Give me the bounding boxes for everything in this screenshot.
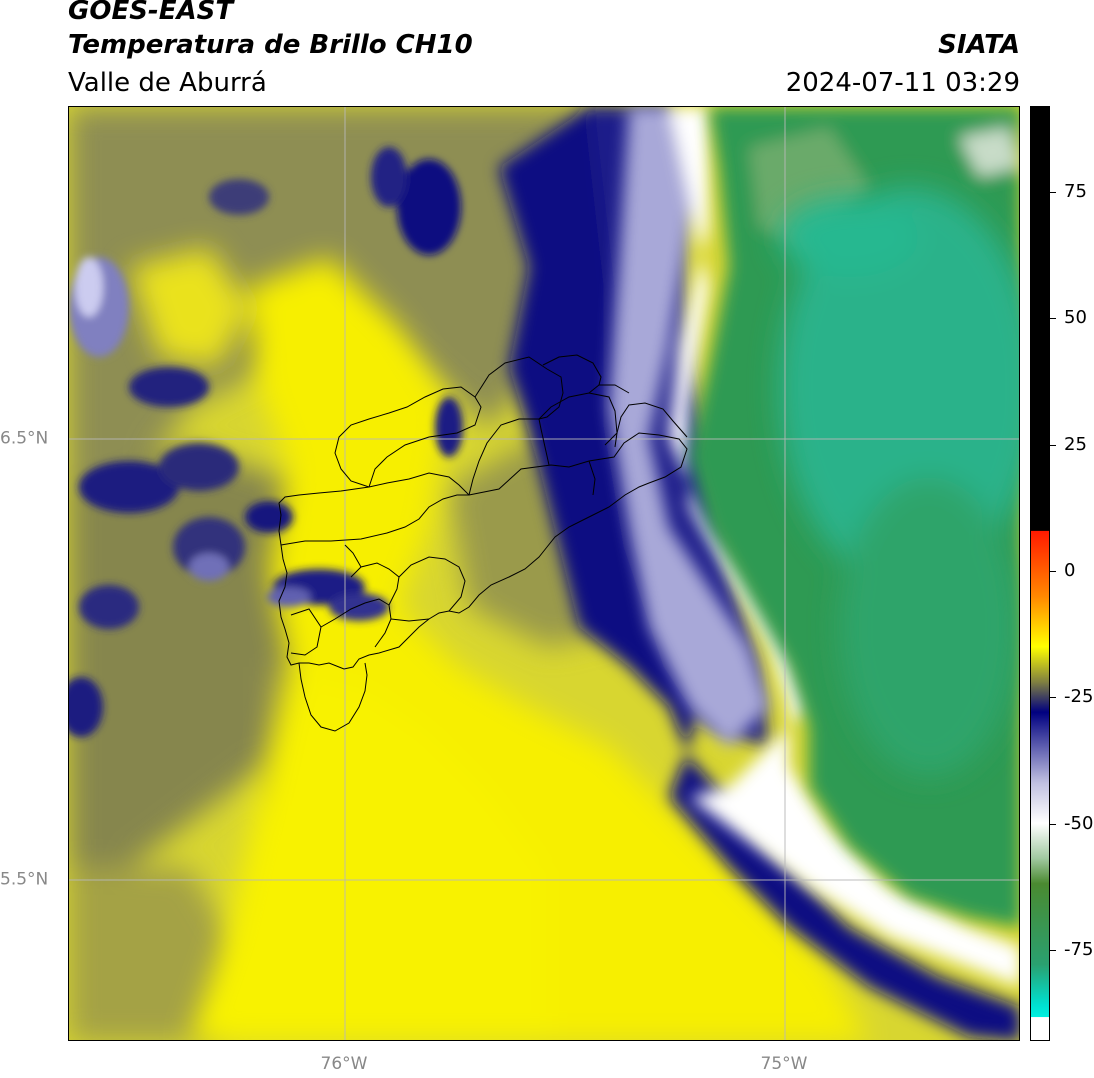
colorbar-tick-mark xyxy=(1050,570,1056,572)
lon-label-75w: 75°W xyxy=(760,1054,808,1074)
teal-coldest-core xyxy=(779,187,1019,777)
white-front-band xyxy=(609,107,1019,987)
region-label: Valle de Aburrá xyxy=(68,68,267,98)
datetime-label: 2024-07-11 03:29 xyxy=(785,68,1020,98)
yellow-warm-regions xyxy=(129,247,868,1040)
navy-cold-patches xyxy=(69,147,463,737)
colorbar-tick-label: 0 xyxy=(1064,559,1076,581)
colorbar-tick-mark xyxy=(1050,950,1056,952)
satellite-map[interactable] xyxy=(68,106,1020,1041)
colorbar-tick-label: 50 xyxy=(1064,307,1087,329)
lon-label-76w: 76°W xyxy=(320,1054,368,1074)
lat-label-6-5: 6.5°N xyxy=(0,428,49,449)
colorbar-tick-label: 75 xyxy=(1064,180,1087,202)
colorbar-tick-mark xyxy=(1050,444,1056,446)
product-title: GOES-EAST xyxy=(68,0,234,26)
colorbar-tick-mark xyxy=(1050,697,1056,699)
colorbar-tick-mark xyxy=(1050,318,1056,320)
colorbar-tick-mark xyxy=(1050,191,1056,193)
lat-label-5-5: 5.5°N xyxy=(0,869,49,890)
channel-title: Temperatura de Brillo CH10 xyxy=(68,30,473,60)
colorbar-tick-mark xyxy=(1050,823,1056,825)
municipality-boundaries xyxy=(278,354,688,732)
colorbar-tick-label: 25 xyxy=(1064,433,1087,455)
colorbar-tick-label: -25 xyxy=(1064,686,1094,708)
colorbar-tick-label: -75 xyxy=(1064,939,1094,961)
agency-label: SIATA xyxy=(938,30,1020,60)
map-gridlines xyxy=(69,107,1019,1040)
colorbar xyxy=(1030,106,1050,1041)
brightness-temperature-field xyxy=(69,107,1019,1040)
colorbar-tick-label: -50 xyxy=(1064,812,1094,834)
